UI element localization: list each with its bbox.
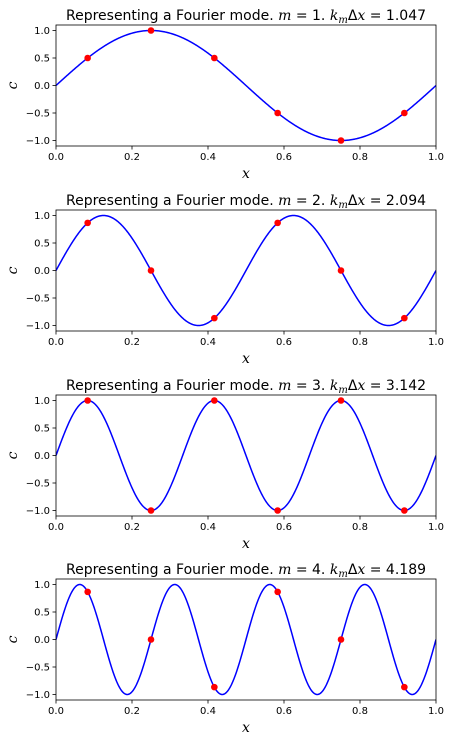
sample-point — [148, 507, 155, 514]
sample-point — [211, 684, 218, 691]
x-tick-label: 0.6 — [276, 522, 292, 533]
y-tick-label: 0.5 — [34, 608, 50, 619]
sample-point — [148, 636, 155, 643]
y-tick-label: 0.0 — [34, 81, 50, 92]
y-tick-label: 1.0 — [34, 580, 50, 591]
subplot-1: Representing a Fourier mode. m = 1. kmΔx… — [5, 8, 444, 182]
sample-point — [401, 684, 408, 691]
sample-point — [84, 220, 91, 227]
x-tick-label: 0.4 — [200, 522, 216, 533]
x-tick-label: 1.0 — [428, 337, 444, 348]
sample-point — [274, 507, 281, 514]
x-tick-label: 0.8 — [352, 152, 368, 163]
x-tick-label: 0.8 — [352, 706, 368, 717]
sample-point — [338, 267, 345, 274]
x-tick-label: 1.0 — [428, 152, 444, 163]
y-tick-label: 0.5 — [34, 54, 50, 65]
x-tick-label: 1.0 — [428, 706, 444, 717]
x-axis-label: x — [242, 720, 250, 736]
y-axis-label: c — [5, 81, 21, 89]
sample-point — [274, 589, 281, 596]
sample-point — [274, 110, 281, 117]
y-tick-label: 1.0 — [34, 396, 50, 407]
x-tick-label: 0.0 — [48, 522, 64, 533]
x-tick-label: 0.6 — [276, 152, 292, 163]
sample-point — [84, 55, 91, 62]
y-tick-label: 0.5 — [34, 424, 50, 435]
x-tick-label: 0.2 — [124, 152, 140, 163]
fourier-mode-curve — [56, 401, 436, 511]
y-tick-label: −1.0 — [26, 136, 50, 147]
y-axis-label: c — [5, 635, 21, 643]
y-tick-label: 0.0 — [34, 266, 50, 277]
sample-point — [338, 397, 345, 404]
y-tick-label: 1.0 — [34, 26, 50, 37]
fourier-mode-curve — [56, 216, 436, 326]
sample-point — [211, 315, 218, 322]
y-tick-label: −1.0 — [26, 321, 50, 332]
sample-point — [211, 55, 218, 62]
y-tick-label: 0.5 — [34, 239, 50, 250]
y-tick-label: −0.5 — [26, 294, 50, 305]
sample-point — [274, 220, 281, 227]
sample-point — [148, 27, 155, 34]
y-tick-label: 0.0 — [34, 635, 50, 646]
subplot-3: Representing a Fourier mode. m = 3. kmΔx… — [5, 378, 444, 552]
sample-point — [338, 636, 345, 643]
sample-point — [401, 110, 408, 117]
sample-point — [148, 267, 155, 274]
x-tick-label: 0.4 — [200, 706, 216, 717]
sample-point — [338, 137, 345, 144]
y-tick-label: −1.0 — [26, 506, 50, 517]
x-tick-label: 1.0 — [428, 522, 444, 533]
y-tick-label: −0.5 — [26, 663, 50, 674]
y-tick-label: −1.0 — [26, 690, 50, 701]
sample-point — [401, 507, 408, 514]
x-axis-label: x — [242, 166, 250, 182]
y-tick-label: 0.0 — [34, 451, 50, 462]
x-tick-label: 0.2 — [124, 706, 140, 717]
sample-point — [84, 397, 91, 404]
y-axis-label: c — [5, 266, 21, 274]
sample-point — [211, 397, 218, 404]
x-axis-label: x — [242, 351, 250, 367]
y-axis-label: c — [5, 451, 21, 459]
y-tick-label: −0.5 — [26, 479, 50, 490]
x-tick-label: 0.8 — [352, 522, 368, 533]
fourier-mode-curve — [56, 585, 436, 695]
y-tick-label: −0.5 — [26, 109, 50, 120]
subplot-2: Representing a Fourier mode. m = 2. kmΔx… — [5, 193, 444, 367]
chart-title: Representing a Fourier mode. m = 3. kmΔx… — [66, 378, 426, 396]
x-tick-label: 0.0 — [48, 337, 64, 348]
x-tick-label: 0.2 — [124, 337, 140, 348]
x-tick-label: 0.4 — [200, 152, 216, 163]
sample-point — [401, 315, 408, 322]
chart-title: Representing a Fourier mode. m = 2. kmΔx… — [66, 193, 426, 211]
x-tick-label: 0.6 — [276, 706, 292, 717]
x-tick-label: 0.0 — [48, 706, 64, 717]
fourier-mode-curve — [56, 31, 436, 141]
x-tick-label: 0.2 — [124, 522, 140, 533]
subplot-4: Representing a Fourier mode. m = 4. kmΔx… — [5, 562, 444, 736]
chart-title: Representing a Fourier mode. m = 1. kmΔx… — [66, 8, 426, 26]
y-tick-label: 1.0 — [34, 211, 50, 222]
x-tick-label: 0.4 — [200, 337, 216, 348]
x-axis-label: x — [242, 536, 250, 552]
chart-title: Representing a Fourier mode. m = 4. kmΔx… — [66, 562, 426, 580]
sample-point — [84, 589, 91, 596]
x-tick-label: 0.0 — [48, 152, 64, 163]
x-tick-label: 0.8 — [352, 337, 368, 348]
x-tick-label: 0.6 — [276, 337, 292, 348]
